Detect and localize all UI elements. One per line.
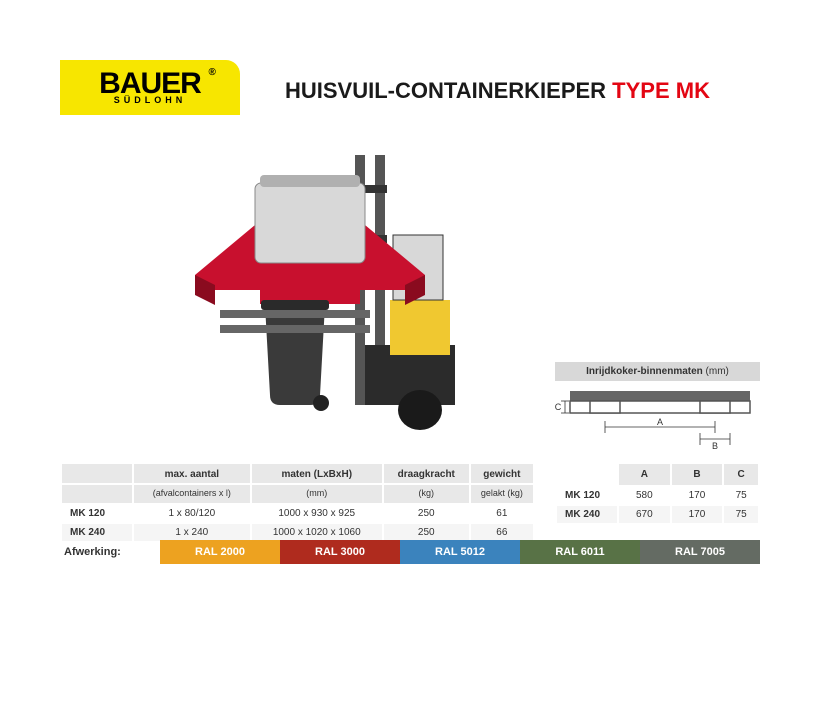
logo-text: BAUER [99,70,201,97]
table-cell: MK 120 [557,487,617,504]
table-cell: MK 240 [557,506,617,523]
spec-thsub-1: (afvalcontainers x l) [134,485,250,503]
table-cell: 580 [619,487,670,504]
finish-row: Afwerking: RAL 2000RAL 3000RAL 5012RAL 6… [60,540,760,564]
table-cell: 250 [384,505,469,522]
dim-th-c: C [724,464,758,485]
dimension-title: Inrijdkoker-binnenmaten (mm) [555,362,760,381]
table-cell: 1000 x 930 x 925 [252,505,382,522]
spec-thsub-2: (mm) [252,485,382,503]
table-cell: 1 x 80/120 [134,505,250,522]
dim-label-a: A [657,417,663,427]
product-image [165,145,465,435]
brand-logo: BAUER SÜDLOHN [60,60,240,115]
dim-table-body: MK 12058017075MK 24067017075 [557,487,758,523]
title-red: TYPE MK [612,78,710,103]
dim-th-b: B [672,464,723,485]
spec-thsub-empty [62,485,132,503]
finish-swatch: RAL 7005 [640,540,760,564]
spec-thsub-4: gelakt (kg) [471,485,533,503]
dim-label-b: B [712,441,718,451]
table-row: MK 1201 x 80/1201000 x 930 x 92525061 [62,505,533,522]
dim-th-empty [557,464,617,485]
finish-label: Afwerking: [60,540,160,564]
spec-th-maten: maten (LxBxH) [252,464,382,483]
spec-th-gewicht: gewicht [471,464,533,483]
table-cell: 1000 x 1020 x 1060 [252,524,382,541]
spec-table-header-row-1: max. aantal maten (LxBxH) draagkracht ge… [62,464,533,483]
finish-swatch: RAL 3000 [280,540,400,564]
product-svg [165,145,465,435]
finish-swatch: RAL 2000 [160,540,280,564]
dim-table-header-row: A B C [557,464,758,485]
spec-th-empty [62,464,132,483]
spec-table-header-row-2: (afvalcontainers x l) (mm) (kg) gelakt (… [62,485,533,503]
table-cell: MK 120 [62,505,132,522]
table-row: MK 24067017075 [557,506,758,523]
table-cell: 170 [672,487,723,504]
page-title: HUISVUIL-CONTAINERKIEPER TYPE MK [285,78,710,104]
dimension-diagram: A B C [555,381,760,455]
table-cell: 75 [724,506,758,523]
table-cell: 670 [619,506,670,523]
table-cell: MK 240 [62,524,132,541]
dimension-section: Inrijdkoker-binnenmaten (mm) A B C [555,362,760,455]
dim-th-a: A [619,464,670,485]
table-cell: 75 [724,487,758,504]
dim-label-c: C [555,402,562,412]
spec-thsub-3: (kg) [384,485,469,503]
finish-swatch: RAL 6011 [520,540,640,564]
spec-table: max. aantal maten (LxBxH) draagkracht ge… [60,462,535,543]
table-cell: 61 [471,505,533,522]
table-cell: 250 [384,524,469,541]
title-black: HUISVUIL-CONTAINERKIEPER [285,78,612,103]
dim-title-unit: (mm) [703,366,729,377]
dim-title-bold: Inrijdkoker-binnenmaten [586,366,703,377]
spec-th-maxaantal: max. aantal [134,464,250,483]
table-row: MK 12058017075 [557,487,758,504]
table-cell: 66 [471,524,533,541]
dimension-table: A B C MK 12058017075MK 24067017075 [555,462,760,525]
table-cell: 170 [672,506,723,523]
table-row: MK 2401 x 2401000 x 1020 x 106025066 [62,524,533,541]
spec-table-body: MK 1201 x 80/1201000 x 930 x 92525061MK … [62,505,533,541]
spec-th-draagkracht: draagkracht [384,464,469,483]
finish-swatch: RAL 5012 [400,540,520,564]
table-cell: 1 x 240 [134,524,250,541]
